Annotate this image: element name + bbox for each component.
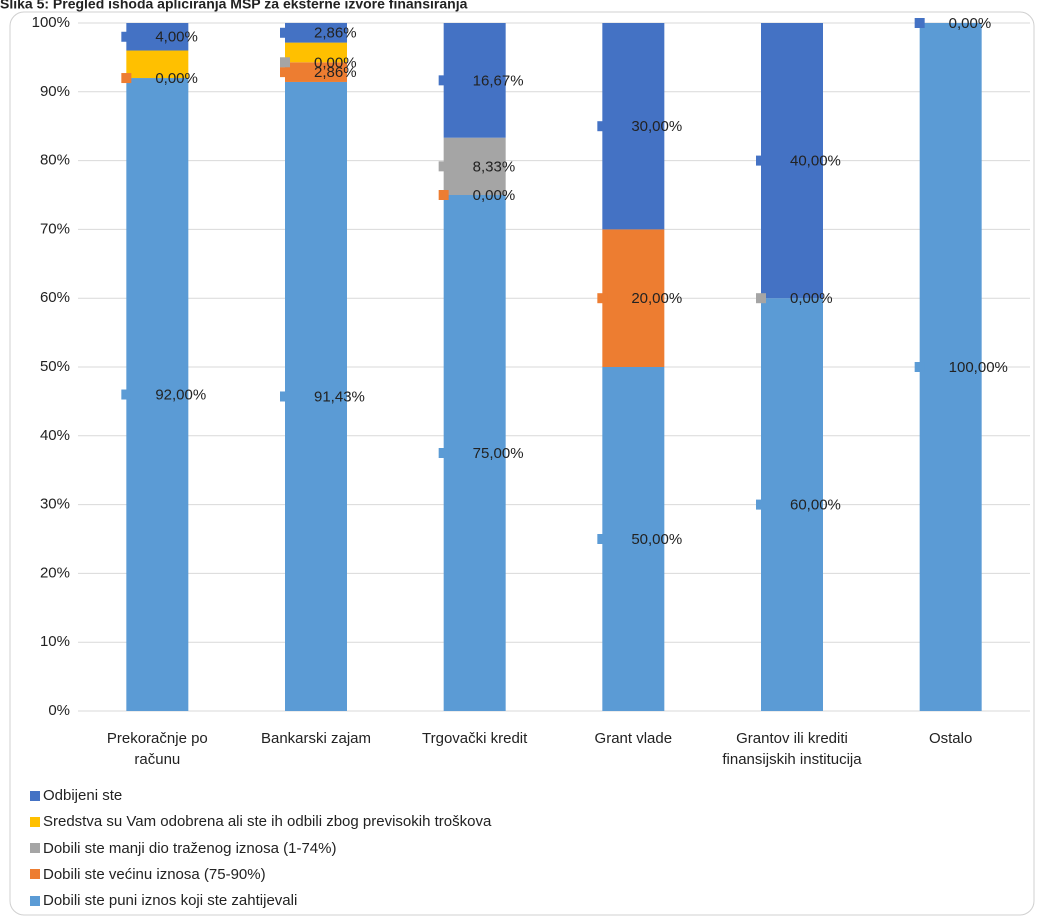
bar-segment	[126, 23, 189, 51]
bar-segment	[602, 229, 665, 367]
data-label: 40,00%	[790, 153, 841, 170]
x-tick-label: Prekoračnje po računu	[106, 730, 208, 768]
x-tick-label: Grantov ili krediti finansijskih institu…	[722, 730, 862, 768]
bar-segment	[443, 23, 506, 138]
data-label: 60,00%	[790, 497, 841, 514]
bar-segment	[443, 195, 506, 711]
data-label: 50,00%	[631, 531, 682, 548]
data-label: 30,00%	[631, 118, 682, 135]
bar-segment	[126, 78, 189, 712]
label-marker	[121, 31, 132, 42]
legend-item: Dobili ste većinu iznosa (75-90%)	[30, 866, 266, 883]
label-marker	[280, 67, 290, 78]
label-marker	[438, 190, 449, 200]
label-marker	[597, 293, 608, 304]
bar-segment	[443, 137, 506, 195]
label-marker	[121, 389, 132, 400]
legend-swatch	[30, 843, 40, 854]
label-marker	[438, 75, 449, 86]
x-tick-label: Ostalo	[928, 730, 973, 747]
y-tick-label: 50%	[40, 358, 70, 375]
data-label: 91,43%	[314, 388, 365, 405]
x-tick-label: Bankarski zajam	[260, 730, 372, 747]
legend-label: Dobili ste manji dio traženog iznosa (1-…	[43, 839, 337, 857]
label-marker	[280, 27, 290, 38]
legend-swatch	[30, 869, 40, 880]
bar-segment	[761, 298, 823, 711]
y-tick-label: 100%	[32, 14, 70, 31]
data-label: 75,00%	[473, 445, 524, 462]
label-marker	[121, 73, 132, 84]
data-label: 2,86%	[314, 64, 357, 81]
data-label: 0,00%	[790, 290, 833, 307]
legend-swatch	[30, 816, 40, 827]
legend-label: Sredstva su Vam odobrena ali ste ih odbi…	[43, 813, 492, 831]
y-tick-label: 60%	[40, 289, 70, 306]
label-marker	[438, 448, 449, 458]
data-label: 92,00%	[155, 386, 206, 403]
label-marker	[597, 121, 608, 132]
legend-item: Odbijeni ste	[30, 787, 122, 804]
legend-label: Dobili ste puni iznos koji ste zahtijeva…	[43, 892, 298, 910]
data-label: 2,86%	[314, 25, 357, 42]
data-label: 20,00%	[631, 290, 682, 307]
label-marker	[438, 161, 449, 172]
data-label: 0,00%	[949, 15, 992, 32]
legend-label: Dobili ste većinu iznosa (75-90%)	[43, 865, 266, 883]
bar-segment	[919, 23, 982, 711]
bar-segment	[285, 22, 347, 43]
label-marker	[280, 57, 290, 68]
bar-segment	[761, 23, 823, 299]
bar-segment	[126, 50, 189, 79]
label-marker	[914, 362, 925, 372]
legend-item: Sredstva su Vam odobrena ali ste ih odbi…	[30, 813, 491, 830]
data-label: 0,00%	[314, 54, 357, 71]
y-tick-label: 20%	[40, 564, 70, 581]
data-label: 0,00%	[473, 187, 516, 204]
bar-segment	[285, 81, 347, 711]
data-label: 16,67%	[473, 72, 524, 89]
y-tick-label: 40%	[40, 427, 70, 444]
legend-label: Odbijeni ste	[43, 787, 123, 804]
bar-segment	[285, 42, 347, 63]
label-marker	[280, 391, 290, 402]
label-marker	[597, 534, 608, 544]
data-label: 4,00%	[155, 29, 198, 46]
y-tick-label: 30%	[40, 496, 70, 513]
y-tick-label: 10%	[40, 633, 70, 650]
legend-item: Dobili ste puni iznos koji ste zahtijeva…	[30, 892, 297, 909]
legend-item: Dobili ste manji dio traženog iznosa (1-…	[30, 840, 336, 857]
legend-swatch	[30, 790, 40, 801]
chart-title: Slika 5: Pregled ishoda apliciranja MSP …	[0, 0, 468, 12]
y-tick-label: 70%	[40, 220, 70, 237]
bar-segment	[285, 62, 347, 82]
bar-segment	[602, 23, 665, 230]
label-marker	[756, 155, 766, 166]
data-label: 100,00%	[949, 359, 1008, 376]
bar-segment	[602, 367, 665, 711]
x-tick-label: Trgovački kredit	[422, 730, 528, 747]
data-label: 0,00%	[155, 70, 198, 87]
y-tick-label: 0%	[48, 702, 70, 719]
y-tick-label: 80%	[40, 152, 70, 169]
x-tick-label: Grant vlade	[594, 730, 673, 747]
data-label: 8,33%	[473, 158, 516, 175]
label-marker	[756, 499, 766, 510]
label-marker	[914, 18, 925, 28]
label-marker	[756, 293, 766, 304]
y-tick-label: 90%	[40, 83, 70, 100]
legend-swatch	[30, 895, 40, 906]
